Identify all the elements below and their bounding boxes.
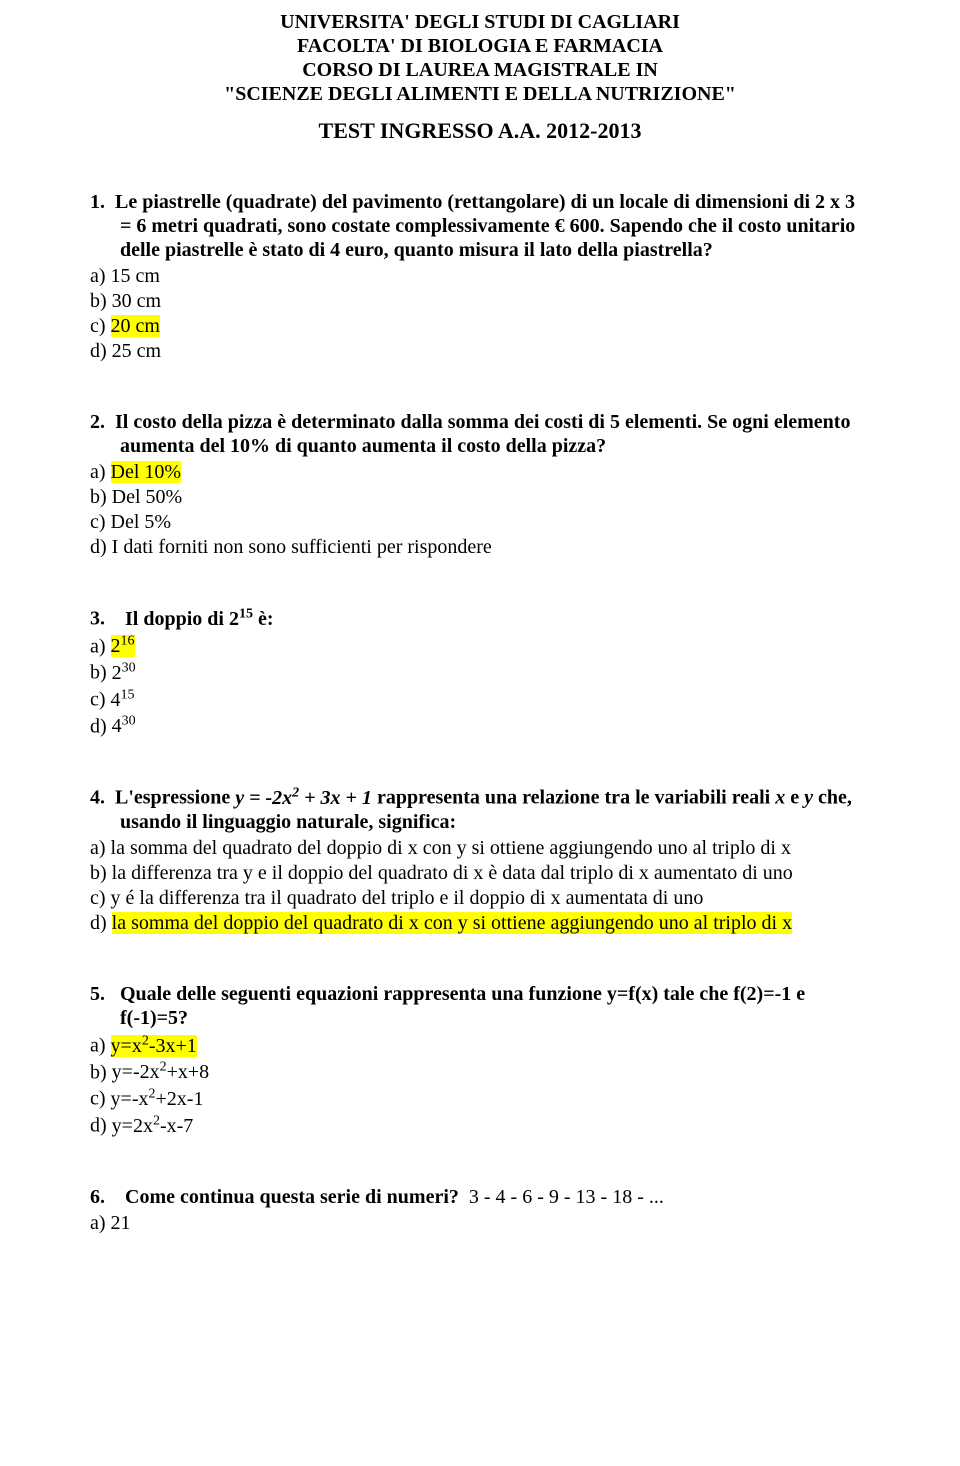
- option-label: c): [90, 689, 111, 711]
- answer-option: b) 230: [90, 659, 870, 686]
- header-line-3: CORSO DI LAUREA MAGISTRALE IN: [90, 58, 870, 82]
- option-text: y=-x2+2x-1: [111, 1088, 204, 1110]
- option-label: d): [90, 536, 112, 558]
- question-6: 6. Come continua questa serie di numeri?…: [90, 1185, 870, 1236]
- question-4-options: a) la somma del quadrato del doppio di x…: [90, 836, 870, 936]
- question-5-text: 5. Quale delle seguenti equazioni rappre…: [90, 982, 870, 1030]
- answer-option: a) 15 cm: [90, 264, 870, 289]
- question-6-series: 3 - 4 - 6 - 9 - 13 - 18 - ...: [469, 1186, 664, 1208]
- option-label: c): [90, 315, 111, 337]
- option-label: b): [90, 486, 112, 508]
- document-header: UNIVERSITA' DEGLI STUDI DI CAGLIARI FACO…: [90, 10, 870, 106]
- option-text: I dati forniti non sono sufficienti per …: [112, 536, 492, 558]
- question-3-text: 3. Il doppio di 215 è:: [90, 606, 870, 631]
- answer-option: c) 20 cm: [90, 314, 870, 339]
- option-label: a): [90, 265, 111, 287]
- question-6-options: a) 21: [90, 1211, 870, 1236]
- option-label: c): [90, 887, 111, 909]
- question-3-number: 3.: [90, 608, 105, 630]
- answer-option: d) 25 cm: [90, 339, 870, 364]
- question-6-text: 6. Come continua questa serie di numeri?…: [90, 1185, 870, 1209]
- option-text: 230: [112, 662, 136, 684]
- option-text: y=2x2-x-7: [112, 1115, 194, 1137]
- answer-option: c) Del 5%: [90, 510, 870, 535]
- option-label: a): [90, 461, 111, 483]
- answer-option: a) Del 10%: [90, 460, 870, 485]
- option-text: 21: [111, 1212, 131, 1234]
- answer-option: a) 216: [90, 633, 870, 660]
- option-label: a): [90, 837, 111, 859]
- question-3: 3. Il doppio di 215 è: a) 216b) 230c) 41…: [90, 606, 870, 739]
- question-2-options: a) Del 10%b) Del 50%c) Del 5%d) I dati f…: [90, 460, 870, 560]
- question-2-text: 2. Il costo della pizza è determinato da…: [90, 410, 870, 458]
- answer-option: d) 430: [90, 713, 870, 740]
- document-page: UNIVERSITA' DEGLI STUDI DI CAGLIARI FACO…: [0, 0, 960, 1246]
- answer-option: d) I dati forniti non sono sufficienti p…: [90, 535, 870, 560]
- question-4-number: 4.: [90, 787, 105, 809]
- option-text: 430: [112, 715, 136, 737]
- option-text: 415: [111, 689, 135, 711]
- answer-option: b) Del 50%: [90, 485, 870, 510]
- option-label: c): [90, 1088, 111, 1110]
- option-label: b): [90, 1061, 112, 1083]
- question-1-text: 1. Le piastrelle (quadrate) del paviment…: [90, 190, 870, 262]
- answer-option: c) y é la differenza tra il quadrato del…: [90, 886, 870, 911]
- option-label: d): [90, 340, 112, 362]
- option-text: Del 5%: [111, 511, 172, 533]
- option-text: Del 10%: [111, 461, 182, 483]
- answer-option: a) 21: [90, 1211, 870, 1236]
- question-4-text: 4. L'espressione y = -2x2 + 3x + 1 rappr…: [90, 785, 870, 834]
- answer-option: b) y=-2x2+x+8: [90, 1059, 870, 1086]
- question-3-options: a) 216b) 230c) 415d) 430: [90, 633, 870, 740]
- option-label: d): [90, 715, 112, 737]
- option-text: 25 cm: [112, 340, 161, 362]
- option-label: c): [90, 511, 111, 533]
- option-text: la differenza tra y e il doppio del quad…: [112, 862, 793, 884]
- question-4: 4. L'espressione y = -2x2 + 3x + 1 rappr…: [90, 785, 870, 936]
- option-text: 30 cm: [112, 290, 161, 312]
- question-1-options: a) 15 cmb) 30 cmc) 20 cmd) 25 cm: [90, 264, 870, 364]
- question-2: 2. Il costo della pizza è determinato da…: [90, 410, 870, 560]
- option-text: Del 50%: [112, 486, 183, 508]
- option-label: d): [90, 912, 112, 934]
- document-subtitle: TEST INGRESSO A.A. 2012-2013: [90, 118, 870, 144]
- answer-option: c) y=-x2+2x-1: [90, 1085, 870, 1112]
- answer-option: a) y=x2-3x+1: [90, 1032, 870, 1059]
- question-1-number: 1.: [90, 191, 105, 213]
- option-label: a): [90, 1035, 111, 1057]
- header-line-1: UNIVERSITA' DEGLI STUDI DI CAGLIARI: [90, 10, 870, 34]
- header-line-2: FACOLTA' DI BIOLOGIA E FARMACIA: [90, 34, 870, 58]
- option-label: a): [90, 635, 111, 657]
- question-2-number: 2.: [90, 411, 105, 433]
- question-1: 1. Le piastrelle (quadrate) del paviment…: [90, 190, 870, 364]
- option-label: b): [90, 290, 112, 312]
- option-label: d): [90, 1115, 112, 1137]
- header-line-4: "SCIENZE DEGLI ALIMENTI E DELLA NUTRIZIO…: [90, 82, 870, 106]
- answer-option: c) 415: [90, 686, 870, 713]
- option-label: b): [90, 862, 112, 884]
- option-text: y=-2x2+x+8: [112, 1061, 210, 1083]
- option-text: la somma del doppio del quadrato di x co…: [112, 912, 792, 934]
- option-label: a): [90, 1212, 111, 1234]
- question-5: 5. Quale delle seguenti equazioni rappre…: [90, 982, 870, 1139]
- answer-option: b) 30 cm: [90, 289, 870, 314]
- question-6-number: 6.: [90, 1186, 105, 1208]
- answer-option: a) la somma del quadrato del doppio di x…: [90, 836, 870, 861]
- option-text: 15 cm: [111, 265, 160, 287]
- option-text: 216: [111, 635, 135, 657]
- option-text: la somma del quadrato del doppio di x co…: [111, 837, 791, 859]
- question-5-options: a) y=x2-3x+1b) y=-2x2+x+8c) y=-x2+2x-1d)…: [90, 1032, 870, 1139]
- question-5-number: 5.: [90, 983, 105, 1005]
- option-text: y é la differenza tra il quadrato del tr…: [111, 887, 704, 909]
- option-text: 20 cm: [111, 315, 160, 337]
- option-label: b): [90, 662, 112, 684]
- answer-option: d) la somma del doppio del quadrato di x…: [90, 911, 870, 936]
- answer-option: b) la differenza tra y e il doppio del q…: [90, 861, 870, 886]
- answer-option: d) y=2x2-x-7: [90, 1112, 870, 1139]
- option-text: y=x2-3x+1: [111, 1035, 197, 1057]
